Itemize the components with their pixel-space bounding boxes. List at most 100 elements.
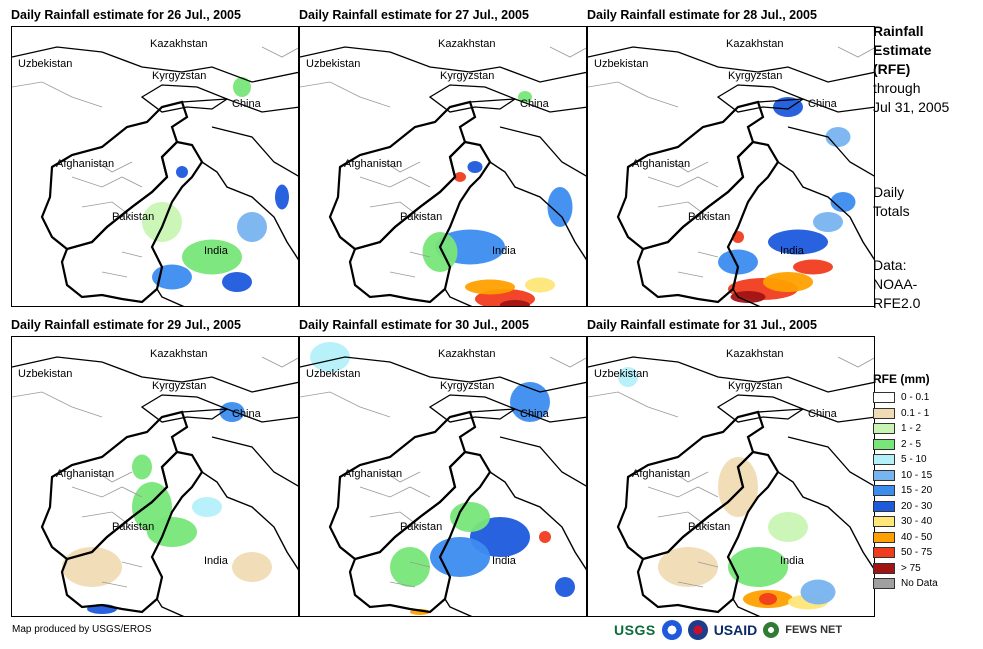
legend-label: 0.1 - 1 <box>901 407 930 419</box>
country-borders <box>588 356 874 487</box>
legend-item: 1 - 2 <box>873 421 978 437</box>
legend-swatch <box>873 578 895 590</box>
admin-boundaries <box>588 46 874 278</box>
map-label-india: India <box>204 555 229 567</box>
map-label-uzbekistan: Uzbekistan <box>306 368 360 380</box>
rfe-title-line3: (RFE) <box>873 61 911 77</box>
map-label-afghanistan: Afghanistan <box>56 468 114 480</box>
admin-boundaries <box>300 46 586 278</box>
map-label-kyrgyzstan: Kyrgyzstan <box>440 70 494 82</box>
admin-boundaries <box>12 46 298 278</box>
rainfall-map: Kazakhstan Uzbekistan Kyrgyzstan China A… <box>299 336 587 617</box>
focus-country-borders <box>40 410 298 616</box>
map-label-kazakhstan: Kazakhstan <box>150 38 207 50</box>
legend-label: 2 - 5 <box>901 438 922 450</box>
rainfall-blobs <box>62 402 272 614</box>
admin-boundaries <box>12 356 298 588</box>
legend-swatch <box>873 547 895 559</box>
country-borders <box>12 46 298 177</box>
panel-title: Daily Rainfall estimate for 26 Jul., 200… <box>11 8 241 22</box>
legend-swatch <box>873 469 895 481</box>
map-label-uzbekistan: Uzbekistan <box>594 58 648 70</box>
legend-item: 5 - 10 <box>873 452 978 468</box>
legend-swatch <box>873 407 895 419</box>
map-label-afghanistan: Afghanistan <box>632 468 690 480</box>
legend-item: 50 - 75 <box>873 545 978 561</box>
map-label-kyrgyzstan: Kyrgyzstan <box>152 70 206 82</box>
map-label-india: India <box>492 555 517 567</box>
country-borders <box>12 356 298 487</box>
legend-label: 20 - 30 <box>901 500 933 512</box>
data-source-line2: RFE2.0 <box>873 295 921 311</box>
focus-country-borders <box>616 410 874 616</box>
focus-country-borders <box>328 100 586 306</box>
data-source: Data: NOAA- RFE2.0 <box>873 256 920 313</box>
map-label-uzbekistan: Uzbekistan <box>306 58 360 70</box>
rfe-title-line1: Rainfall <box>873 23 924 39</box>
rfe-legend: RFE (mm) 0 - 0.1 0.1 - 1 1 - 2 2 - 5 5 -… <box>873 372 978 592</box>
legend-label: 5 - 10 <box>901 454 927 466</box>
map-label-kazakhstan: Kazakhstan <box>438 348 495 360</box>
admin-boundaries <box>588 356 874 588</box>
map-label-uzbekistan: Uzbekistan <box>594 368 648 380</box>
rainfall-map-canvas: Kazakhstan Uzbekistan Kyrgyzstan China A… <box>300 342 586 616</box>
legend-swatch <box>873 454 895 466</box>
legend-item: No Data <box>873 576 978 592</box>
totals-label: Totals <box>873 203 910 219</box>
legend-label: 0 - 0.1 <box>901 392 930 404</box>
legend-item: 20 - 30 <box>873 499 978 515</box>
map-label-kyrgyzstan: Kyrgyzstan <box>728 380 782 392</box>
map-label-kazakhstan: Kazakhstan <box>150 348 207 360</box>
map-label-pakistan: Pakistan <box>688 521 730 533</box>
map-label-kazakhstan: Kazakhstan <box>726 38 783 50</box>
rfe-date: Jul 31, 2005 <box>873 99 950 115</box>
data-label: Data: <box>873 257 907 273</box>
legend-item: > 75 <box>873 561 978 577</box>
map-label-india: India <box>204 245 229 257</box>
logo-strip: USGS USAID FEWS NET <box>614 617 842 643</box>
legend-label: 50 - 75 <box>901 547 933 559</box>
panel-title: Daily Rainfall estimate for 27 Jul., 200… <box>299 8 529 22</box>
legend-swatch <box>873 485 895 497</box>
legend-label: 40 - 50 <box>901 531 933 543</box>
map-label-china: China <box>808 98 838 110</box>
map-label-pakistan: Pakistan <box>688 211 730 223</box>
map-label-afghanistan: Afghanistan <box>632 158 690 170</box>
legend-item: 2 - 5 <box>873 437 978 453</box>
map-label-afghanistan: Afghanistan <box>344 158 402 170</box>
focus-country-borders <box>616 100 874 306</box>
rfe-title: Rainfall Estimate (RFE) through Jul 31, … <box>873 22 949 117</box>
rainfall-map-canvas: Kazakhstan Uzbekistan Kyrgyzstan China A… <box>588 348 874 616</box>
map-label-china: China <box>520 98 550 110</box>
country-borders <box>588 46 874 177</box>
legend-label: 15 - 20 <box>901 485 933 497</box>
map-label-uzbekistan: Uzbekistan <box>18 58 72 70</box>
map-label-pakistan: Pakistan <box>400 211 442 223</box>
legend-label: 1 - 2 <box>901 423 922 435</box>
panel-title: Daily Rainfall estimate for 28 Jul., 200… <box>587 8 817 22</box>
map-label-kyrgyzstan: Kyrgyzstan <box>440 380 494 392</box>
map-label-china: China <box>232 98 262 110</box>
legend-swatch <box>873 562 895 574</box>
country-borders <box>300 46 586 177</box>
legend-label: No Data <box>901 578 938 590</box>
legend-swatch <box>873 392 895 404</box>
legend-swatch <box>873 438 895 450</box>
legend-swatch <box>873 423 895 435</box>
rainfall-map: Kazakhstan Uzbekistan Kyrgyzstan China A… <box>11 336 299 617</box>
rainfall-map-canvas: Kazakhstan Uzbekistan Kyrgyzstan China A… <box>300 38 586 306</box>
country-borders <box>300 356 586 487</box>
panel-title: Daily Rainfall estimate for 31 Jul., 200… <box>587 318 817 332</box>
map-label-afghanistan: Afghanistan <box>344 468 402 480</box>
map-label-pakistan: Pakistan <box>112 211 154 223</box>
map-label-afghanistan: Afghanistan <box>56 158 114 170</box>
map-label-pakistan: Pakistan <box>112 521 154 533</box>
map-label-china: China <box>232 408 262 420</box>
daily-totals: Daily Totals <box>873 183 910 221</box>
rainfall-map-canvas: Kazakhstan Uzbekistan Kyrgyzstan China A… <box>588 38 874 306</box>
map-label-pakistan: Pakistan <box>400 521 442 533</box>
rainfall-map: Kazakhstan Uzbekistan Kyrgyzstan China A… <box>11 26 299 307</box>
legend-item: 30 - 40 <box>873 514 978 530</box>
rainfall-map: Kazakhstan Uzbekistan Kyrgyzstan China A… <box>587 336 875 617</box>
legend-swatch <box>873 516 895 528</box>
